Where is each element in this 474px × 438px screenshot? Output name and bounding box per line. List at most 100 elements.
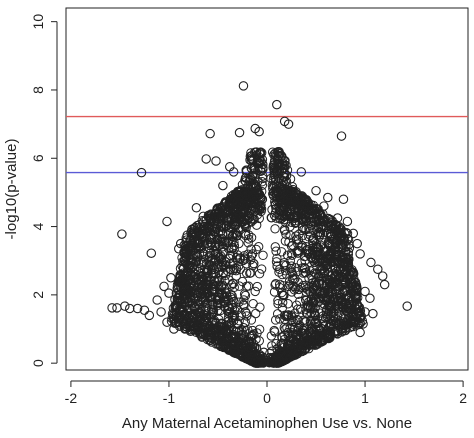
data-point	[132, 303, 143, 314]
data-point	[211, 156, 221, 166]
data-point	[186, 241, 196, 252]
data-point	[257, 177, 267, 187]
data-point	[342, 234, 353, 244]
data-point	[229, 331, 240, 342]
data-point	[162, 216, 172, 227]
data-point	[241, 268, 252, 278]
data-point	[112, 303, 122, 313]
data-point	[249, 329, 259, 339]
data-point	[181, 251, 191, 261]
x-tick-label: 2	[459, 390, 467, 406]
data-point	[322, 254, 333, 264]
data-point	[199, 221, 210, 232]
data-point	[144, 310, 155, 321]
data-point	[255, 349, 265, 360]
data-point	[344, 243, 355, 253]
data-point	[311, 185, 321, 196]
data-point	[323, 192, 333, 203]
data-point	[203, 212, 214, 222]
data-point	[322, 228, 332, 238]
data-point	[304, 232, 314, 242]
data-point	[211, 224, 222, 234]
data-point	[245, 268, 255, 278]
data-point	[232, 196, 243, 206]
data-point	[187, 255, 198, 266]
data-point	[270, 197, 280, 207]
data-point	[310, 285, 320, 296]
data-point	[288, 213, 299, 223]
data-point	[327, 269, 338, 279]
data-point	[287, 287, 297, 297]
data-point	[246, 182, 256, 192]
data-point	[331, 249, 341, 259]
data-point	[178, 263, 189, 274]
data-point	[251, 308, 261, 319]
data-point	[280, 236, 291, 246]
data-point	[355, 317, 365, 328]
data-point	[210, 242, 220, 252]
data-point	[216, 289, 227, 300]
data-point	[225, 264, 235, 275]
data-point	[275, 314, 285, 324]
data-point	[185, 261, 195, 271]
data-point	[185, 256, 196, 267]
data-point	[225, 339, 236, 349]
data-point	[311, 331, 321, 342]
data-point	[306, 294, 316, 305]
data-point	[317, 311, 328, 321]
data-point	[193, 226, 203, 236]
data-point	[307, 338, 317, 348]
data-point	[279, 172, 290, 182]
data-point	[286, 263, 296, 274]
data-point	[186, 324, 196, 335]
data-point	[231, 211, 241, 221]
data-point	[305, 311, 315, 321]
data-point	[271, 186, 281, 196]
data-point	[173, 313, 183, 324]
data-point	[281, 229, 291, 240]
data-point	[273, 295, 283, 306]
data-point	[325, 319, 335, 329]
data-point	[313, 256, 323, 267]
y-tick-label: 6	[30, 154, 46, 162]
data-point	[220, 276, 230, 286]
data-point	[242, 189, 252, 199]
data-point	[200, 283, 211, 294]
data-point	[314, 216, 324, 227]
data-point	[269, 287, 280, 297]
data-point	[296, 167, 307, 177]
data-point	[226, 280, 237, 290]
data-point	[311, 242, 321, 253]
data-point	[279, 210, 289, 221]
data-point	[218, 180, 228, 191]
data-point	[293, 335, 304, 345]
data-point	[159, 281, 169, 292]
data-point	[335, 257, 345, 268]
data-point	[373, 264, 383, 275]
data-point	[239, 289, 250, 299]
data-point	[253, 205, 263, 215]
data-point	[300, 202, 310, 212]
data-point	[318, 209, 328, 219]
data-point	[245, 255, 256, 265]
data-point	[217, 229, 228, 240]
data-point	[247, 249, 258, 259]
data-point	[313, 271, 324, 282]
data-point	[306, 270, 316, 281]
data-point	[304, 286, 315, 296]
data-point	[194, 231, 204, 241]
data-point	[233, 261, 244, 271]
data-point	[226, 196, 236, 207]
x-tick-label: -1	[163, 390, 176, 406]
data-point	[302, 245, 312, 255]
data-point	[324, 289, 334, 300]
data-point	[240, 290, 251, 301]
x-tick-label: -2	[65, 390, 78, 406]
data-point	[234, 297, 244, 307]
data-point	[199, 231, 210, 242]
y-tick-label: 0	[30, 359, 46, 367]
data-point	[300, 267, 310, 278]
data-point	[208, 298, 218, 308]
data-point	[139, 305, 150, 315]
data-point	[219, 198, 230, 209]
